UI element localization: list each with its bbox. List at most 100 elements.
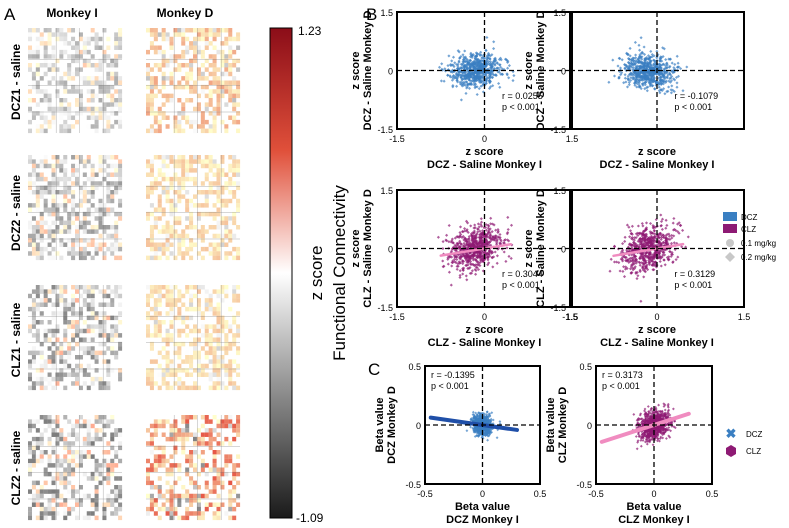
data-point: [612, 245, 617, 249]
data-point: [490, 256, 494, 260]
data-point: [463, 49, 467, 53]
data-point: [659, 237, 663, 242]
scatter-b3-xlabel: z score: [466, 324, 504, 336]
data-point: [618, 66, 623, 70]
data-point: [638, 256, 642, 260]
matrix-4: [146, 155, 241, 261]
data-point: [645, 442, 649, 446]
scatter-b2-ytick: 1.5: [553, 8, 566, 18]
data-point: [498, 420, 502, 423]
data-point: [670, 69, 674, 73]
data-point: [651, 84, 655, 88]
data-point: [487, 243, 491, 247]
scatter-b1-xtick: 0: [482, 134, 487, 144]
data-point: [668, 57, 673, 61]
scatter-c2-xtick: 0: [651, 489, 656, 499]
data-point: [673, 62, 677, 66]
data-point: [447, 54, 451, 58]
data-point: [634, 53, 638, 57]
data-point: [659, 88, 663, 92]
data-point: [492, 47, 496, 51]
data-point: [664, 218, 668, 222]
panel-label-c: C: [368, 360, 380, 379]
data-point: [646, 54, 651, 58]
data-point: [641, 268, 645, 272]
data-point: [651, 443, 655, 447]
data-point: [495, 261, 499, 265]
scatter-b2-ylabel: z score: [523, 52, 535, 90]
data-point: [468, 266, 472, 270]
data-point: [658, 257, 662, 261]
data-point: [642, 74, 646, 78]
data-point: [461, 234, 465, 238]
data-point: [640, 221, 644, 226]
data-point: [651, 78, 655, 82]
data-point: [486, 258, 490, 262]
data-point: [441, 240, 445, 244]
data-point: [617, 261, 621, 265]
data-point: [625, 248, 629, 252]
data-point: [627, 83, 631, 87]
scatter-b1-ytick: 1.5: [380, 8, 393, 18]
data-point: [477, 225, 481, 229]
data-point: [641, 224, 645, 228]
scatter-c1-r-value: r = -0.1395: [431, 370, 475, 380]
data-point: [479, 217, 483, 221]
data-point: [638, 84, 642, 88]
scatter-b4-fit-line: [612, 242, 685, 258]
data-point: [474, 238, 478, 242]
data-point: [442, 79, 446, 83]
data-point: [484, 228, 488, 232]
data-point: [674, 75, 679, 79]
data-point: [633, 83, 637, 87]
scatter-c1-ytick: 0.5: [408, 362, 421, 372]
data-point: [630, 246, 634, 250]
panel-label-a: A: [4, 5, 16, 24]
data-point: [659, 243, 663, 247]
data-point: [664, 58, 668, 62]
data-point: [659, 78, 663, 82]
data-point: [471, 410, 475, 414]
data-point: [607, 80, 611, 84]
data-point: [459, 98, 463, 102]
data-point: [670, 252, 674, 256]
data-point: [471, 53, 475, 57]
data-point: [486, 226, 490, 230]
data-point: [439, 79, 443, 83]
data-point: [486, 263, 490, 267]
legend-b-dose1-label: 0.1 mg/kg: [741, 239, 776, 248]
data-point: [643, 72, 647, 76]
data-point: [621, 269, 625, 273]
data-point: [442, 264, 446, 268]
data-point: [665, 76, 669, 80]
data-point: [650, 253, 654, 257]
data-point: [648, 78, 652, 82]
data-point: [474, 258, 478, 262]
data-point: [661, 82, 666, 86]
data-point: [458, 275, 462, 280]
data-point: [624, 255, 628, 259]
data-point: [670, 236, 674, 240]
data-point: [616, 64, 620, 68]
data-point: [485, 60, 489, 64]
data-point: [664, 437, 668, 440]
data-point: [661, 62, 665, 66]
data-point: [474, 265, 478, 269]
data-point: [453, 61, 457, 65]
data-point: [505, 238, 510, 242]
scatter-b4-p-value: p < 0.001: [674, 280, 712, 290]
data-point: [624, 258, 628, 263]
data-point: [652, 58, 656, 62]
data-point: [643, 64, 647, 68]
data-point: [436, 235, 440, 239]
data-point: [478, 260, 483, 264]
data-point: [662, 73, 666, 77]
data-point: [665, 237, 669, 241]
col-title-monkey-i: Monkey I: [46, 6, 97, 20]
row-label-clz1: CLZ1 - saline: [9, 302, 23, 377]
data-point: [672, 66, 676, 70]
data-point: [639, 299, 643, 303]
